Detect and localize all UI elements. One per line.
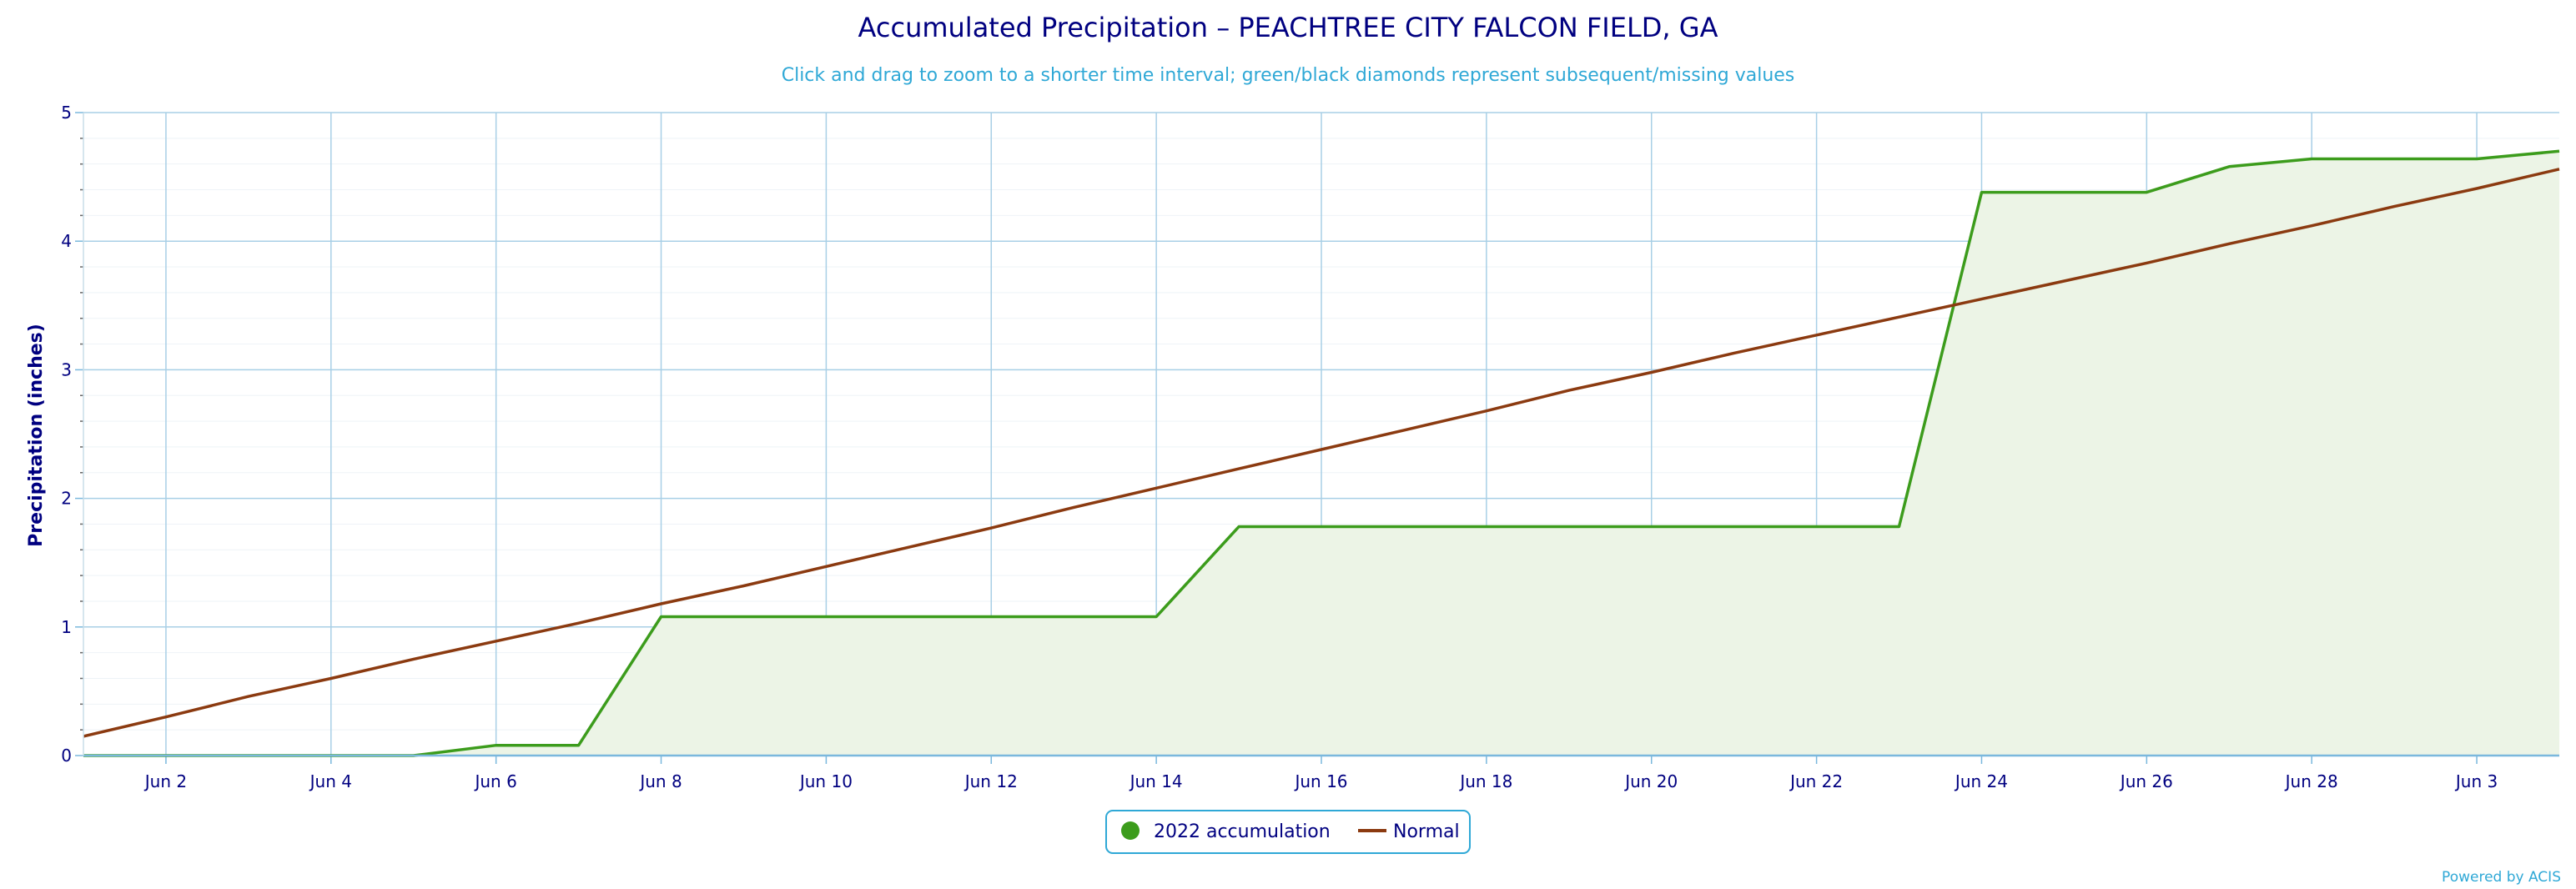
y-tick-label: 0 <box>61 746 72 766</box>
chart-subtitle: Click and drag to zoom to a shorter time… <box>782 65 1795 86</box>
chart-title: Accumulated Precipitation – PEACHTREE CI… <box>858 12 1718 43</box>
y-axis-label: Precipitation (inches) <box>26 324 47 547</box>
x-tick-label: Jun 18 <box>1458 771 1512 791</box>
x-tick-label: Jun 14 <box>1129 771 1183 791</box>
series-line-normal <box>83 168 2560 738</box>
credits-link[interactable]: Powered by ACIS <box>2442 869 2561 886</box>
legend-accumulation-label[interactable]: 2022 accumulation <box>1154 821 1331 842</box>
y-tick-label: 5 <box>61 103 72 123</box>
x-tick-label: Jun 3 <box>2454 771 2498 791</box>
accumulation-area <box>83 151 2559 756</box>
x-tick-labels: Jun 2 Jun 4 Jun 6 Jun 8 Jun 10 Jun 12 Jun 14 Ju… <box>143 771 2498 791</box>
x-tick-label: Jun 4 <box>309 771 352 791</box>
x-tick-label: Jun 6 <box>473 771 516 791</box>
x-tick-label: Jun 24 <box>1954 771 2008 791</box>
y-tick-label: 2 <box>61 489 72 509</box>
series-line-2022-accumulation <box>83 149 2560 757</box>
y-tick-label: 4 <box>61 231 72 251</box>
y-tick-label: 1 <box>61 617 72 637</box>
y-tick-labels: 0 1 2 3 4 5 <box>61 103 72 766</box>
x-tick-label: Jun 16 <box>1293 771 1347 791</box>
x-tick-label: Jun 26 <box>2119 771 2173 791</box>
x-tick-label: Jun 12 <box>963 771 1018 791</box>
axes <box>83 113 2559 757</box>
x-tick-label: Jun 8 <box>638 771 682 791</box>
y-tick-label: 3 <box>61 359 72 379</box>
x-tick-label: Jun 22 <box>1789 771 1843 791</box>
x-tick-label: Jun 20 <box>1623 771 1678 791</box>
legend-box <box>1105 810 1471 854</box>
x-tick-label: Jun 2 <box>143 771 187 791</box>
legend[interactable]: 2022 accumulation Normal <box>1105 810 1471 854</box>
legend-accumulation-marker[interactable] <box>1121 821 1140 840</box>
legend-normal-label[interactable]: Normal <box>1393 821 1460 842</box>
plot-series <box>83 149 2560 757</box>
x-tick-label: Jun 10 <box>798 771 853 791</box>
x-tick-label: Jun 28 <box>2284 771 2338 791</box>
